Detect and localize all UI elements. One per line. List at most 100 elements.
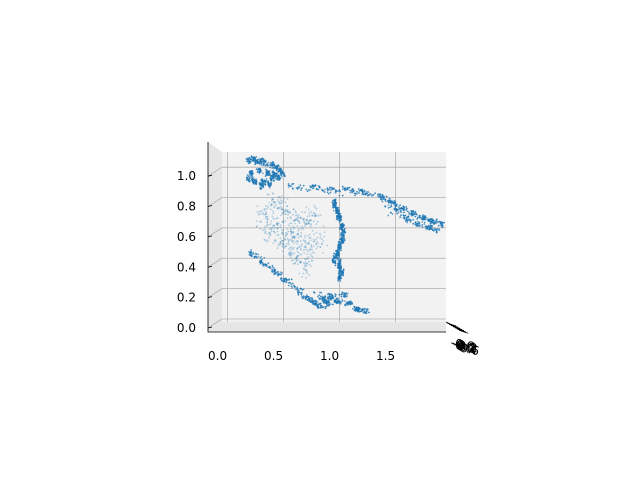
scatter-point	[337, 263, 340, 266]
scatter-point	[251, 174, 254, 176]
scatter-point	[331, 186, 333, 189]
scatter-point	[331, 297, 334, 300]
scatter-point	[310, 245, 313, 248]
scatter-point	[265, 217, 267, 220]
scatter-point	[338, 301, 340, 303]
scatter-point	[284, 278, 287, 280]
scatter-point	[271, 226, 274, 229]
scatter-point	[308, 220, 311, 222]
scatter-point	[334, 205, 336, 208]
scatter-point	[387, 204, 390, 207]
y-tick-label: -0.4	[451, 336, 477, 355]
scatter-point	[349, 189, 351, 192]
scatter-point	[266, 224, 268, 226]
scatter-point	[400, 211, 402, 214]
scatter-point	[290, 251, 293, 254]
scatter-point	[293, 237, 296, 240]
scatter-point	[287, 213, 289, 216]
scatter-point	[397, 211, 400, 214]
scatter-point	[271, 264, 274, 267]
scatter-point	[334, 189, 337, 191]
scatter-point	[306, 190, 309, 193]
scatter-point	[312, 301, 314, 304]
scatter-point	[334, 254, 337, 257]
scatter-point	[294, 218, 297, 221]
scatter-point	[247, 177, 250, 180]
scatter-point	[323, 231, 326, 234]
floor-pane	[208, 322, 446, 332]
scatter-point	[289, 185, 292, 188]
scatter-point	[319, 214, 322, 216]
scatter-point	[266, 164, 269, 167]
scatter-point	[256, 256, 258, 259]
scatter-point	[263, 256, 266, 259]
scatter-point	[255, 168, 258, 171]
scatter-point	[298, 246, 301, 249]
scatter-point	[304, 211, 306, 214]
scatter-point	[304, 262, 307, 265]
scatter-point	[284, 210, 287, 213]
scatter-point	[390, 205, 393, 208]
scatter-point	[313, 251, 316, 254]
scatter-point	[305, 218, 308, 221]
scatter-point	[281, 250, 284, 253]
scatter-point	[306, 296, 309, 298]
scatter-point	[388, 198, 391, 200]
scatter-point	[384, 200, 387, 203]
scatter-point	[334, 208, 337, 210]
scatter-point	[322, 225, 325, 227]
scatter-point	[336, 218, 338, 220]
scatter-point	[407, 217, 409, 220]
scatter-point	[292, 263, 295, 265]
scatter-point	[284, 213, 286, 215]
scatter-point	[354, 309, 357, 312]
scatter-point	[295, 260, 298, 263]
scatter-point	[281, 243, 284, 246]
z-side-grid-line	[207, 197, 223, 207]
scatter-point	[422, 214, 424, 217]
scatter-point	[310, 255, 313, 257]
scatter-point	[334, 199, 337, 202]
scatter-point	[303, 265, 306, 268]
scatter-point	[421, 224, 423, 226]
scatter-point	[430, 227, 433, 230]
scatter-point	[306, 272, 308, 275]
scatter-point	[320, 242, 323, 245]
scatter-point	[289, 210, 291, 213]
scatter-point	[280, 171, 283, 173]
scatter-point	[281, 232, 283, 234]
scatter-point	[339, 262, 341, 265]
scatter-point	[299, 292, 302, 294]
scatter-point	[343, 239, 346, 242]
scatter-point	[271, 165, 274, 167]
scatter-point	[273, 205, 276, 208]
scatter-point	[276, 207, 279, 210]
scatter-point	[412, 218, 415, 221]
scatter-point	[272, 180, 275, 182]
scatter-point	[268, 236, 270, 239]
scatter-point	[399, 216, 402, 219]
scatter-point	[343, 300, 346, 302]
scatter-point	[259, 260, 261, 263]
scatter-point	[280, 206, 282, 208]
scatter-point	[336, 209, 338, 212]
scatter-point	[271, 198, 274, 201]
scatter-point	[340, 245, 342, 248]
scatter-point	[302, 295, 305, 298]
scatter-point	[250, 158, 253, 161]
scatter-point	[317, 303, 320, 306]
scatter-point	[290, 230, 292, 233]
scatter-point	[285, 205, 288, 207]
scatter-point	[263, 162, 265, 165]
y-tick-mark	[448, 323, 459, 328]
scatter-point	[246, 174, 249, 177]
scatter-point	[294, 258, 296, 260]
scatter-point	[280, 168, 283, 171]
scatter-point	[385, 195, 388, 198]
scatter-point	[272, 210, 274, 213]
scatter-point	[306, 219, 308, 222]
scatter-point	[311, 214, 314, 217]
scatter-point	[297, 293, 300, 296]
scatter-point	[303, 218, 306, 221]
scatter-point	[286, 217, 289, 220]
